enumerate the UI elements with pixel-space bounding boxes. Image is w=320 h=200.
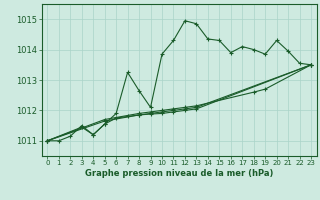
X-axis label: Graphe pression niveau de la mer (hPa): Graphe pression niveau de la mer (hPa) — [85, 169, 273, 178]
